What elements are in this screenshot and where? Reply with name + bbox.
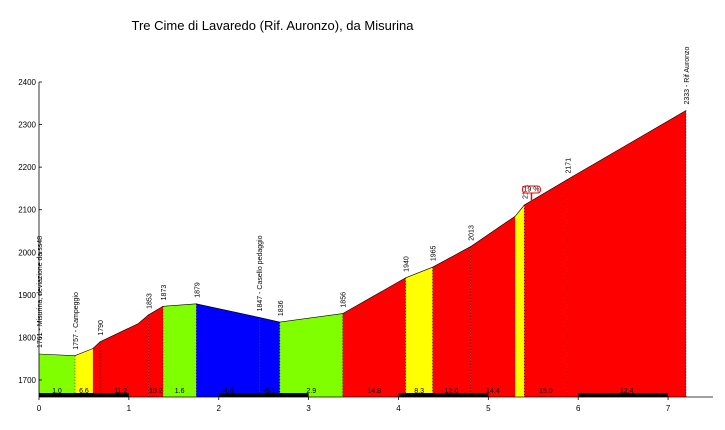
waypoint-label: 2013 xyxy=(468,225,475,241)
max-gradient-label: 19 % xyxy=(523,187,539,194)
waypoint-label: 1761 - Misurina, deviazione da ss48 xyxy=(37,236,44,348)
profile-segment xyxy=(74,348,93,397)
waypoint-label: 1853 xyxy=(147,293,154,309)
segment-gradient-label: 8.3 xyxy=(414,388,424,395)
waypoint-label: 1965 xyxy=(431,245,438,261)
waypoint-label: 1757 - Campeggio xyxy=(73,292,80,350)
segment-gradient-label: 15.0 xyxy=(539,388,553,395)
segment-gradient-label: 2.9 xyxy=(306,388,316,395)
x-tick-label: 0 xyxy=(37,404,42,413)
x-tick-label: 1 xyxy=(127,404,132,413)
profile-segment xyxy=(567,110,686,397)
waypoint-label: 1940 xyxy=(404,256,411,272)
y-tick-label: 1700 xyxy=(18,376,36,385)
profile-outline xyxy=(38,110,687,357)
y-tick-label: 2300 xyxy=(18,121,36,130)
chart-title: Tre Cime di Lavaredo (Rif. Auronzo), da … xyxy=(131,18,414,33)
x-axis-bar xyxy=(398,393,489,397)
profile-segment xyxy=(470,216,516,397)
x-axis-bar xyxy=(218,393,309,397)
y-tick-label: 2200 xyxy=(18,163,36,172)
segment-gradient-label: 1.6 xyxy=(175,388,185,395)
x-axis-bar xyxy=(578,393,669,397)
segment-gradient-label: 14.8 xyxy=(367,388,381,395)
segment-gradient-label: 1.0 xyxy=(52,388,62,395)
x-tick-label: 4 xyxy=(396,404,401,413)
waypoint-label: 1879 xyxy=(194,282,201,298)
x-tick-label: 5 xyxy=(486,404,491,413)
y-tick-label: 2400 xyxy=(18,78,36,87)
waypoint-label: 1836 xyxy=(278,300,285,316)
waypoint-label: 1847 - Casello pedaggio xyxy=(257,235,264,311)
waypoint-label: 1790 xyxy=(98,320,105,336)
x-tick-label: 7 xyxy=(666,404,671,413)
x-tick-label: 3 xyxy=(306,404,311,413)
profile-segment xyxy=(148,306,163,397)
profile-segment xyxy=(163,303,197,397)
profile-segment xyxy=(515,205,525,397)
waypoint-label: 1873 xyxy=(161,285,168,301)
profile-segment xyxy=(342,277,406,397)
waypoint-label: 1856 xyxy=(341,292,348,308)
segment-gradient-label: 14.4 xyxy=(486,388,500,395)
profile-segment xyxy=(92,314,149,397)
segment-gradient-label: -4.6 xyxy=(222,388,234,395)
segment-gradient-label: 12.4 xyxy=(620,388,634,395)
y-tick-label: 1900 xyxy=(18,291,36,300)
segment-gradient-label: -5.1 xyxy=(263,388,275,395)
profile-segment xyxy=(259,317,280,397)
segment-gradient-label: 11.2 xyxy=(114,388,127,395)
profile-segment xyxy=(524,179,568,397)
profile-segment xyxy=(405,267,433,397)
profile-segment xyxy=(432,246,471,397)
waypoint-label: 2171 xyxy=(565,158,572,174)
x-tick-label: 6 xyxy=(576,404,581,413)
profile-segment xyxy=(39,354,75,397)
max-gradient-box xyxy=(521,185,541,194)
profile-segment xyxy=(279,313,343,397)
segment-gradient-label: 12.0 xyxy=(445,388,459,395)
waypoint-label: 2333 - Rif Auronzo xyxy=(684,46,691,104)
x-axis-bar xyxy=(39,393,129,397)
segment-gradient-label: 6.6 xyxy=(79,388,89,395)
y-tick-label: 2000 xyxy=(18,248,36,257)
x-tick-label: 2 xyxy=(217,404,222,413)
profile-segment xyxy=(196,303,260,397)
segment-gradient-label: 10.2 xyxy=(149,388,163,395)
y-tick-label: 2100 xyxy=(18,206,36,215)
y-tick-label: 1800 xyxy=(18,333,36,342)
